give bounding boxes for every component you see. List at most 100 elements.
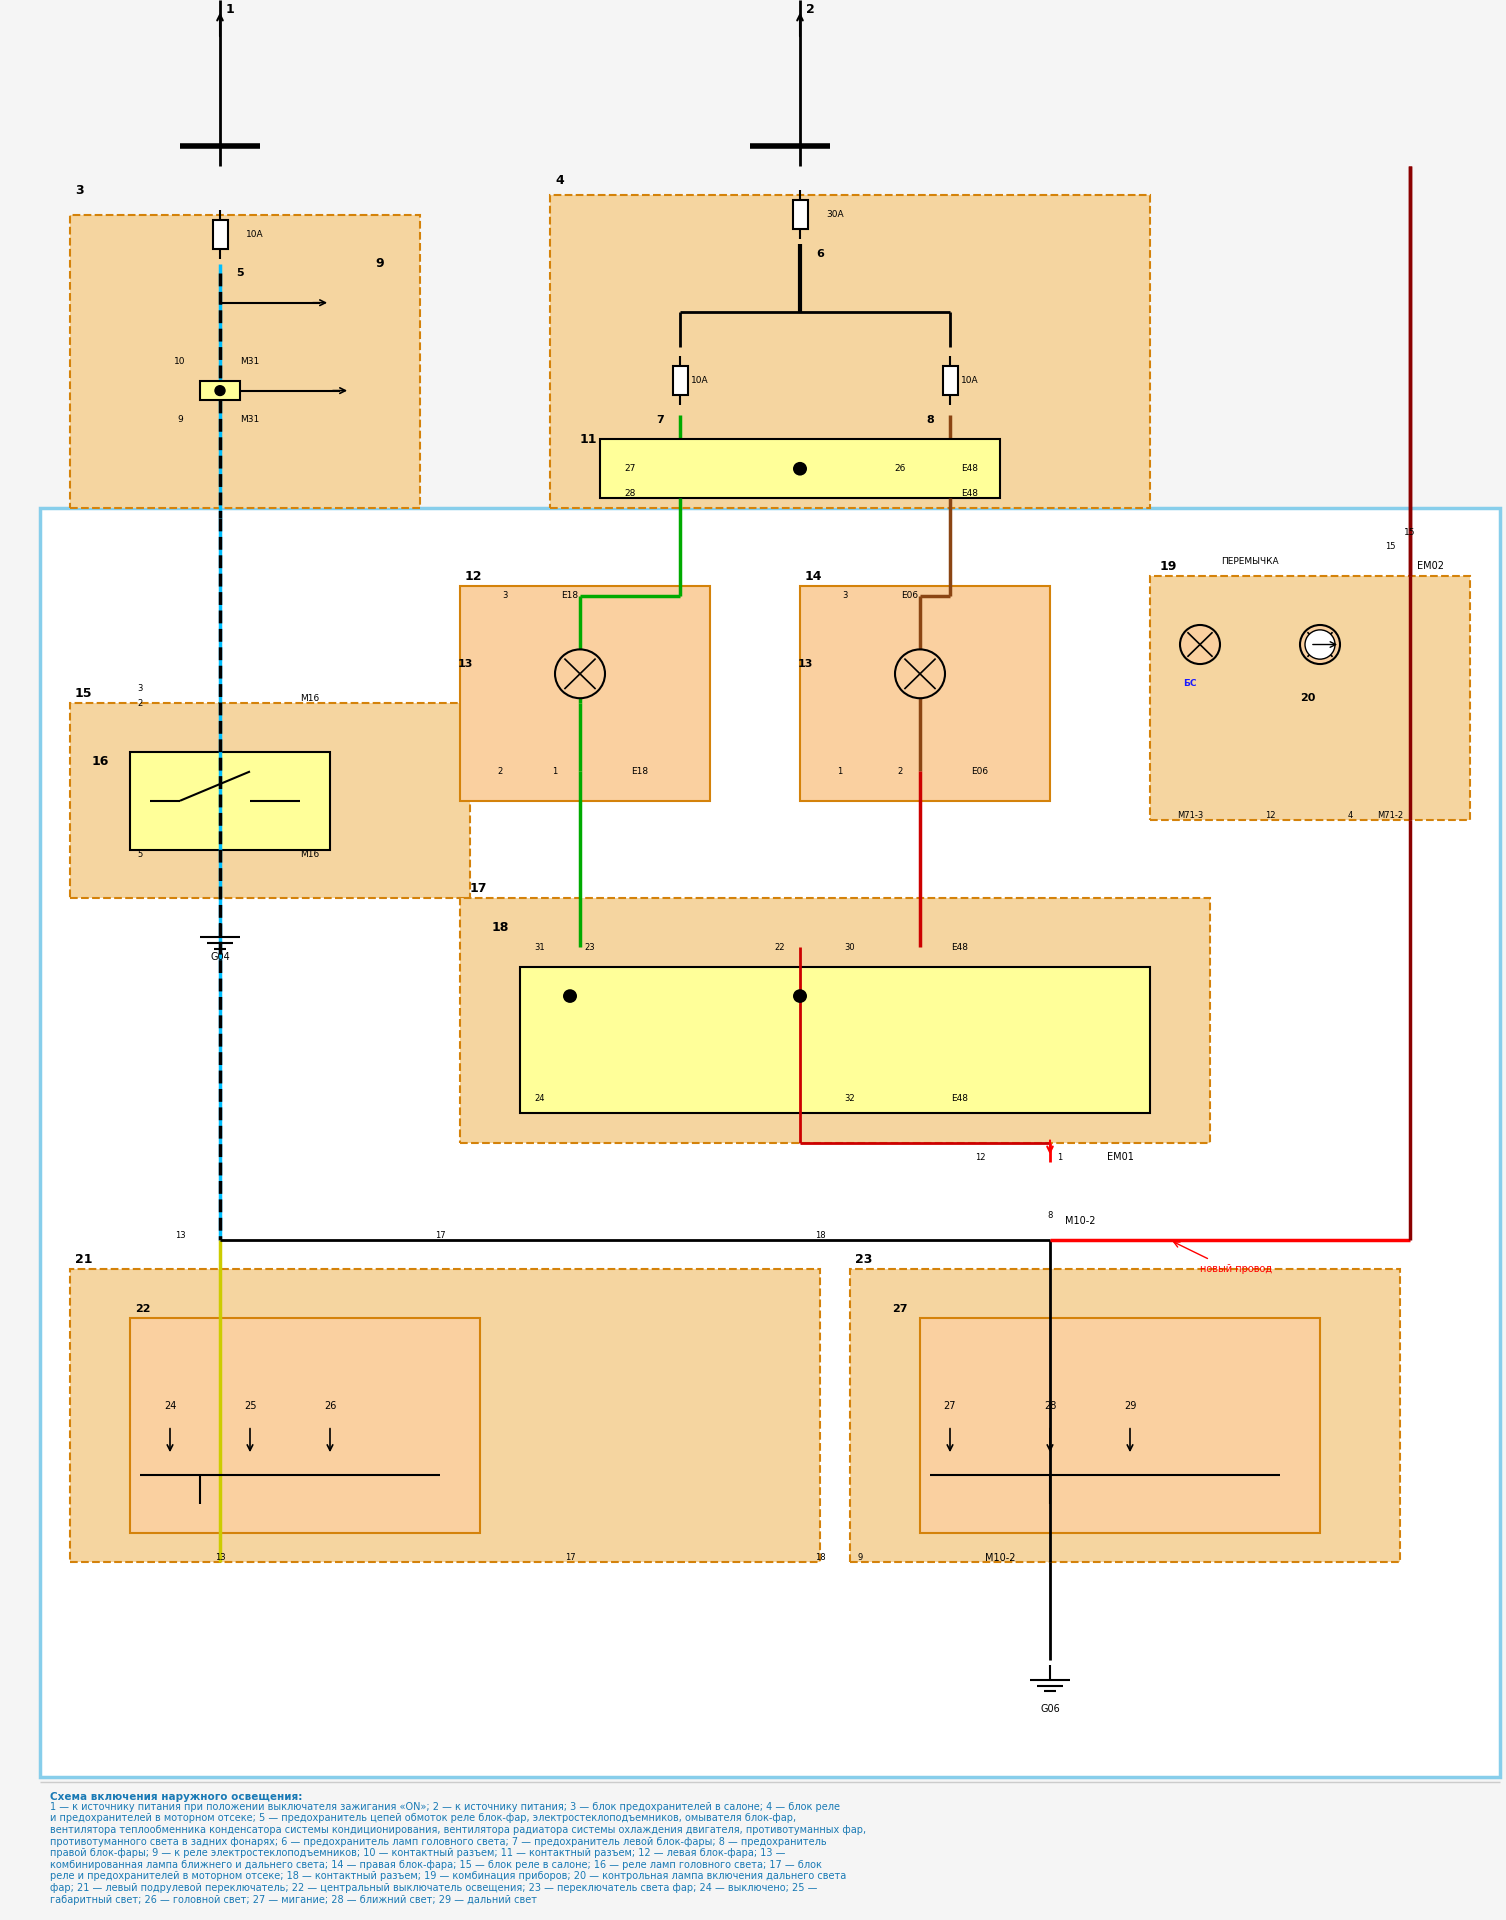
Text: 12: 12 xyxy=(465,570,482,582)
Text: 28: 28 xyxy=(625,490,636,497)
Text: 12: 12 xyxy=(974,1152,985,1162)
Text: 13: 13 xyxy=(797,659,813,668)
Text: 2: 2 xyxy=(497,766,503,776)
Circle shape xyxy=(563,989,577,1002)
Text: 26: 26 xyxy=(895,465,905,472)
Bar xyxy=(1151,576,1470,820)
Text: 9: 9 xyxy=(857,1553,863,1563)
Text: G04: G04 xyxy=(211,952,230,962)
Text: M71-3: M71-3 xyxy=(1176,810,1203,820)
Text: 18: 18 xyxy=(815,1231,825,1240)
Circle shape xyxy=(895,649,944,699)
Bar xyxy=(849,1269,1401,1563)
Text: 24: 24 xyxy=(535,1094,545,1104)
Text: 30A: 30A xyxy=(827,211,843,219)
Text: 4: 4 xyxy=(1348,810,1352,820)
Text: 1: 1 xyxy=(837,766,843,776)
Text: 4: 4 xyxy=(556,175,563,186)
Bar xyxy=(212,219,227,250)
Text: БС: БС xyxy=(1184,680,1197,687)
Text: 12: 12 xyxy=(1265,810,1276,820)
Text: 14: 14 xyxy=(806,570,822,582)
Text: E48: E48 xyxy=(961,465,979,472)
Bar xyxy=(550,196,1151,507)
Text: 10A: 10A xyxy=(691,376,709,386)
Text: 32: 32 xyxy=(845,1094,855,1104)
Text: E48: E48 xyxy=(952,1094,968,1104)
Text: 22: 22 xyxy=(774,943,785,952)
Text: 27: 27 xyxy=(625,465,636,472)
Text: 8: 8 xyxy=(1047,1212,1053,1221)
Circle shape xyxy=(1306,630,1334,659)
Text: E06: E06 xyxy=(971,766,988,776)
Circle shape xyxy=(556,649,605,699)
Bar xyxy=(599,440,1000,497)
Text: E48: E48 xyxy=(952,943,968,952)
Text: 15: 15 xyxy=(1404,528,1416,538)
Bar xyxy=(41,507,1500,1778)
Text: 17: 17 xyxy=(565,1553,575,1563)
Text: 2: 2 xyxy=(806,4,815,15)
Bar xyxy=(800,586,1050,801)
Text: 26: 26 xyxy=(324,1402,336,1411)
Text: 7: 7 xyxy=(657,415,664,424)
Text: 9: 9 xyxy=(375,257,384,271)
Circle shape xyxy=(1300,626,1340,664)
Text: 19: 19 xyxy=(1160,561,1178,572)
Text: новый провод: новый провод xyxy=(1200,1265,1273,1275)
Text: E48: E48 xyxy=(961,490,979,497)
Text: 23: 23 xyxy=(584,943,595,952)
Circle shape xyxy=(1181,626,1220,664)
Circle shape xyxy=(794,989,807,1002)
Text: 22: 22 xyxy=(136,1304,151,1313)
Circle shape xyxy=(794,463,807,476)
Bar xyxy=(520,968,1151,1114)
Bar xyxy=(200,380,239,401)
Text: Схема включения наружного освещения:: Схема включения наружного освещения: xyxy=(50,1791,303,1803)
Text: 9: 9 xyxy=(178,415,182,424)
Text: 30: 30 xyxy=(845,943,855,952)
Text: 10A: 10A xyxy=(961,376,979,386)
Text: 1 — к источнику питания при положении выключателя зажигания «ON»; 2 — к источник: 1 — к источнику питания при положении вы… xyxy=(50,1801,866,1905)
Bar xyxy=(130,1319,480,1534)
Bar xyxy=(69,215,420,507)
Text: M31: M31 xyxy=(241,357,259,367)
Text: M10-2: M10-2 xyxy=(1065,1215,1095,1225)
Text: G06: G06 xyxy=(1041,1703,1060,1715)
Text: 5: 5 xyxy=(137,851,143,858)
Text: EM02: EM02 xyxy=(1417,561,1443,572)
Text: M71-2: M71-2 xyxy=(1376,810,1404,820)
Text: 20: 20 xyxy=(1300,693,1315,703)
Text: 13: 13 xyxy=(215,1553,226,1563)
Text: E18: E18 xyxy=(631,766,649,776)
Text: 31: 31 xyxy=(535,943,545,952)
Text: 13: 13 xyxy=(458,659,473,668)
Bar xyxy=(130,753,330,849)
Text: E18: E18 xyxy=(562,591,578,601)
Text: 17: 17 xyxy=(470,881,488,895)
Text: 1: 1 xyxy=(553,766,557,776)
Text: 27: 27 xyxy=(892,1304,908,1313)
Text: 25: 25 xyxy=(244,1402,256,1411)
Text: 3: 3 xyxy=(137,684,143,693)
Text: 8: 8 xyxy=(926,415,934,424)
Text: M31: M31 xyxy=(241,415,259,424)
Bar xyxy=(920,1319,1319,1534)
Text: 10A: 10A xyxy=(245,230,264,238)
Text: 24: 24 xyxy=(164,1402,176,1411)
Text: 15: 15 xyxy=(1384,541,1395,551)
Text: 28: 28 xyxy=(1044,1402,1056,1411)
Text: 2: 2 xyxy=(898,766,902,776)
Text: 3: 3 xyxy=(75,184,84,198)
Text: M16: M16 xyxy=(300,851,319,858)
Circle shape xyxy=(215,386,224,396)
Bar xyxy=(792,200,807,230)
Text: M16: M16 xyxy=(300,693,319,703)
Text: 16: 16 xyxy=(92,755,108,768)
Bar xyxy=(69,1269,819,1563)
Text: ПЕРЕМЫЧКА: ПЕРЕМЫЧКА xyxy=(1221,557,1279,566)
Text: 11: 11 xyxy=(580,432,598,445)
Text: 17: 17 xyxy=(435,1231,446,1240)
Text: 13: 13 xyxy=(175,1231,185,1240)
Text: 1: 1 xyxy=(226,4,235,15)
